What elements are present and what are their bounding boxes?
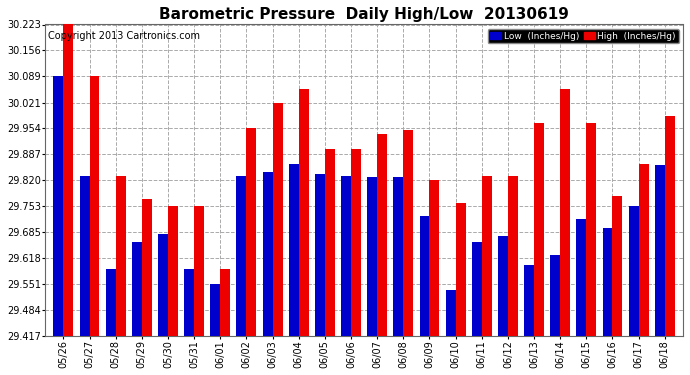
Bar	[184, 268, 194, 336]
Bar	[472, 242, 482, 336]
Bar	[79, 176, 90, 336]
Bar	[158, 234, 168, 336]
Bar	[560, 89, 570, 336]
Bar	[446, 290, 455, 336]
Bar	[299, 89, 308, 336]
Bar	[664, 116, 675, 336]
Bar	[455, 202, 466, 336]
Bar	[341, 176, 351, 336]
Bar	[132, 242, 142, 336]
Bar	[508, 176, 518, 336]
Legend: Low  (Inches/Hg), High  (Inches/Hg): Low (Inches/Hg), High (Inches/Hg)	[488, 29, 678, 44]
Bar	[210, 284, 220, 336]
Bar	[482, 176, 492, 336]
Bar	[429, 180, 440, 336]
Bar	[142, 200, 152, 336]
Bar	[351, 149, 361, 336]
Bar	[367, 177, 377, 336]
Bar	[194, 206, 204, 336]
Bar	[315, 174, 325, 336]
Bar	[550, 255, 560, 336]
Bar	[576, 219, 586, 336]
Bar	[106, 269, 116, 336]
Bar	[246, 128, 257, 336]
Bar	[655, 165, 664, 336]
Bar	[263, 172, 273, 336]
Bar	[602, 228, 613, 336]
Bar	[168, 206, 178, 336]
Bar	[63, 24, 73, 336]
Bar	[116, 176, 126, 336]
Bar	[273, 102, 282, 336]
Text: Copyright 2013 Cartronics.com: Copyright 2013 Cartronics.com	[48, 31, 200, 41]
Bar	[586, 123, 596, 336]
Bar	[393, 177, 403, 336]
Bar	[220, 269, 230, 336]
Bar	[289, 164, 299, 336]
Bar	[403, 130, 413, 336]
Bar	[629, 206, 639, 336]
Bar	[377, 134, 387, 336]
Bar	[237, 176, 246, 336]
Bar	[524, 265, 534, 336]
Bar	[54, 76, 63, 336]
Bar	[325, 149, 335, 336]
Bar	[639, 164, 649, 336]
Bar	[90, 76, 99, 336]
Bar	[613, 196, 622, 336]
Bar	[534, 123, 544, 336]
Bar	[420, 216, 429, 336]
Bar	[498, 236, 508, 336]
Title: Barometric Pressure  Daily High/Low  20130619: Barometric Pressure Daily High/Low 20130…	[159, 7, 569, 22]
